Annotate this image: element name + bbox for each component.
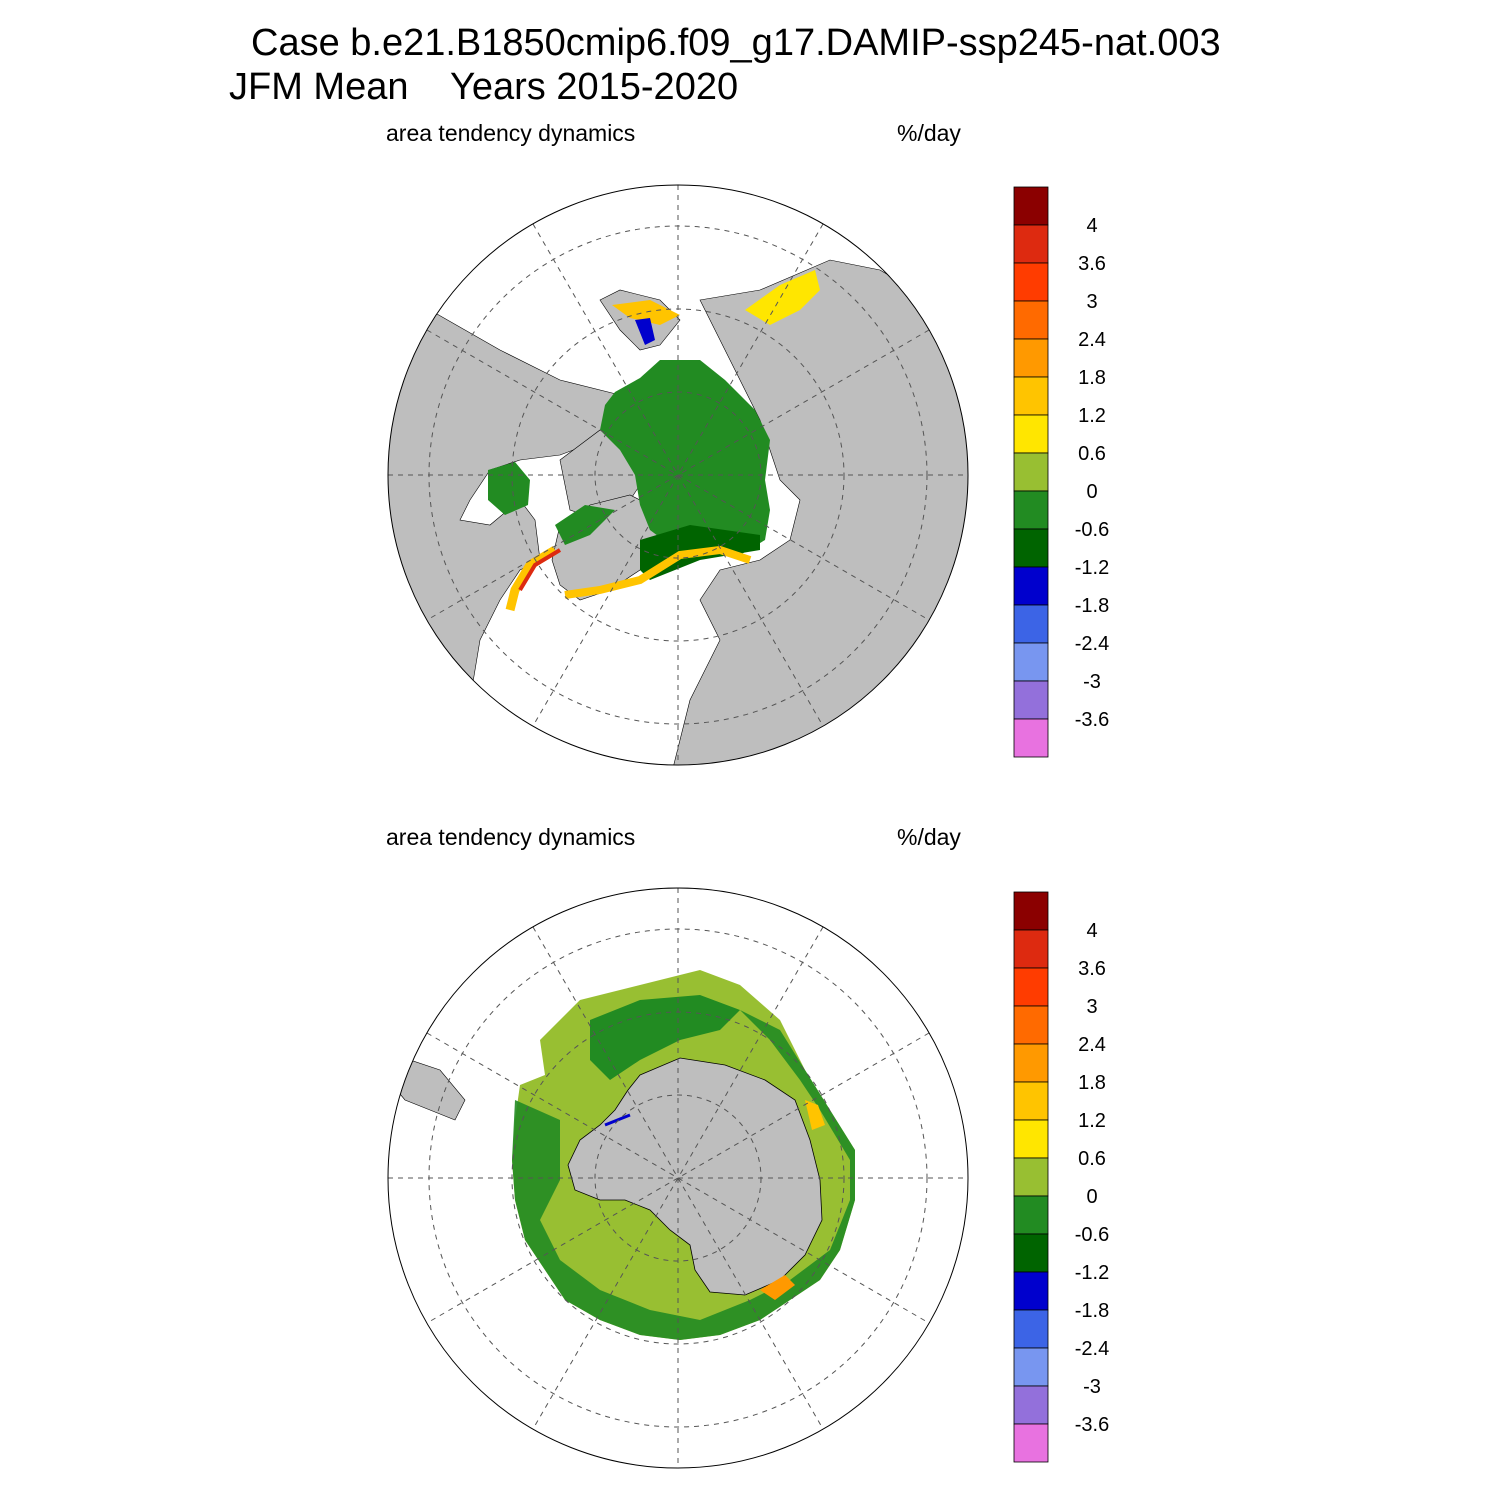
antarctic-edge-weddell <box>604 1113 631 1127</box>
arctic-units-label: %/day <box>897 120 961 146</box>
colorbar-swatch <box>1013 1271 1049 1311</box>
arctic-graticule <box>388 185 968 765</box>
colorbar-tick-label: 1.2 <box>1078 405 1106 427</box>
arctic-edge-bering-blue <box>635 318 655 345</box>
colorbar-swatch <box>1013 300 1049 340</box>
colorbar-tick-label: -1.2 <box>1075 557 1109 579</box>
colorbar-tick-label: -2.4 <box>1075 633 1109 655</box>
antarctic-units-label: %/day <box>897 824 961 850</box>
colorbar-swatch <box>1013 718 1049 758</box>
colorbar-tick-label: 2.4 <box>1078 1034 1106 1056</box>
colorbar-swatch <box>1013 186 1049 226</box>
arctic-edge-labrador-red <box>518 548 562 592</box>
colorbar-tick-label: 1.2 <box>1078 1110 1106 1132</box>
colorbar-swatch <box>1013 1119 1049 1159</box>
colorbar-tick-label: -3 <box>1083 1376 1101 1398</box>
colorbar-swatch <box>1013 891 1049 931</box>
arctic-edge-okhotsk <box>745 270 820 325</box>
colorbar-swatch <box>1013 1423 1049 1463</box>
antarctic-edge-ross <box>760 1275 795 1300</box>
antarctic-map <box>387 887 969 1469</box>
colorbar-swatch <box>1013 1157 1049 1197</box>
colorbar-swatch <box>1013 338 1049 378</box>
colorbar-tick-label: -1.2 <box>1075 1262 1109 1284</box>
colorbar-tick-label: 2.4 <box>1078 329 1106 351</box>
antarctic-edge-east-patch <box>805 1100 825 1130</box>
colorbar-tick-label: -1.8 <box>1075 1300 1109 1322</box>
colorbar-swatch <box>1013 680 1049 720</box>
colorbar-tick-label: 4 <box>1086 215 1097 237</box>
colorbar-swatch <box>1013 262 1049 302</box>
colorbar-tick-label: 0 <box>1086 481 1097 503</box>
main-title: Case b.e21.B1850cmip6.f09_g17.DAMIP-ssp2… <box>251 22 1221 64</box>
colorbar-swatch <box>1013 967 1049 1007</box>
colorbar-swatch <box>1013 1309 1049 1349</box>
colorbar-swatch <box>1013 414 1049 454</box>
antarctic-colorbar: 4 3.6 3 2.4 1.8 1.2 0.6 0 -0.6 -1.2 -1.8 -2.4 -3 -3.6 <box>1013 891 1109 1463</box>
colorbar-tick-label: 0 <box>1086 1186 1097 1208</box>
season-label: JFM Mean <box>229 66 409 108</box>
arctic-map <box>387 184 969 766</box>
colorbar-swatch <box>1013 642 1049 682</box>
antarctic-graticule <box>388 888 968 1468</box>
arctic-left-label: area tendency dynamics <box>386 120 636 146</box>
colorbar-swatch <box>1013 1005 1049 1045</box>
colorbar-tick-label: -2.4 <box>1075 1338 1109 1360</box>
colorbar-swatch <box>1013 566 1049 606</box>
arctic-colorbar: 4 3.6 3 2.4 1.8 1.2 0.6 0 -0.6 -1.2 -1.8 -2.4 -3 -3.6 <box>1013 186 1109 758</box>
colorbar-swatch <box>1013 452 1049 492</box>
colorbar-tick-label: -3 <box>1083 671 1101 693</box>
antarctic-left-label: area tendency dynamics <box>386 824 636 850</box>
arctic-edge-bering <box>612 300 680 325</box>
colorbar-swatch <box>1013 224 1049 264</box>
colorbar-tick-label: -3.6 <box>1075 1414 1109 1436</box>
colorbar-swatch <box>1013 490 1049 530</box>
colorbar-tick-label: -0.6 <box>1075 1224 1109 1246</box>
colorbar-tick-label: 3.6 <box>1078 253 1106 275</box>
colorbar-tick-label: 3.6 <box>1078 958 1106 980</box>
colorbar-swatch <box>1013 1081 1049 1121</box>
antarctic-land <box>567 1057 823 1296</box>
colorbar-tick-label: 4 <box>1086 920 1097 942</box>
colorbar-swatch <box>1013 1233 1049 1273</box>
colorbar-tick-label: 3 <box>1086 291 1097 313</box>
colorbar-swatch <box>1013 1347 1049 1387</box>
antarctic-ice-green-patch <box>590 995 740 1080</box>
colorbar-tick-label: -0.6 <box>1075 519 1109 541</box>
colorbar-swatch <box>1013 528 1049 568</box>
colorbar-tick-label: 0.6 <box>1078 443 1106 465</box>
colorbar-tick-label: -1.8 <box>1075 595 1109 617</box>
colorbar-swatch <box>1013 1195 1049 1235</box>
arctic-ice-baffin <box>555 505 615 545</box>
colorbar-tick-label: 3 <box>1086 996 1097 1018</box>
colorbar-swatch <box>1013 929 1049 969</box>
arctic-edge-labrador <box>505 546 558 612</box>
colorbar-swatch <box>1013 1385 1049 1425</box>
subtitle: JFM Mean Years 2015-2020 <box>229 68 738 106</box>
years-label: Years 2015-2020 <box>450 66 739 108</box>
colorbar-swatch <box>1013 1043 1049 1083</box>
colorbar-swatch <box>1013 604 1049 644</box>
colorbar-swatch <box>1013 376 1049 416</box>
colorbar-tick-label: 1.8 <box>1078 367 1106 389</box>
colorbar-tick-label: 0.6 <box>1078 1148 1106 1170</box>
colorbar-tick-label: -3.6 <box>1075 709 1109 731</box>
arctic-edge-greenland-sea <box>564 545 752 599</box>
colorbar-tick-label: 1.8 <box>1078 1072 1106 1094</box>
